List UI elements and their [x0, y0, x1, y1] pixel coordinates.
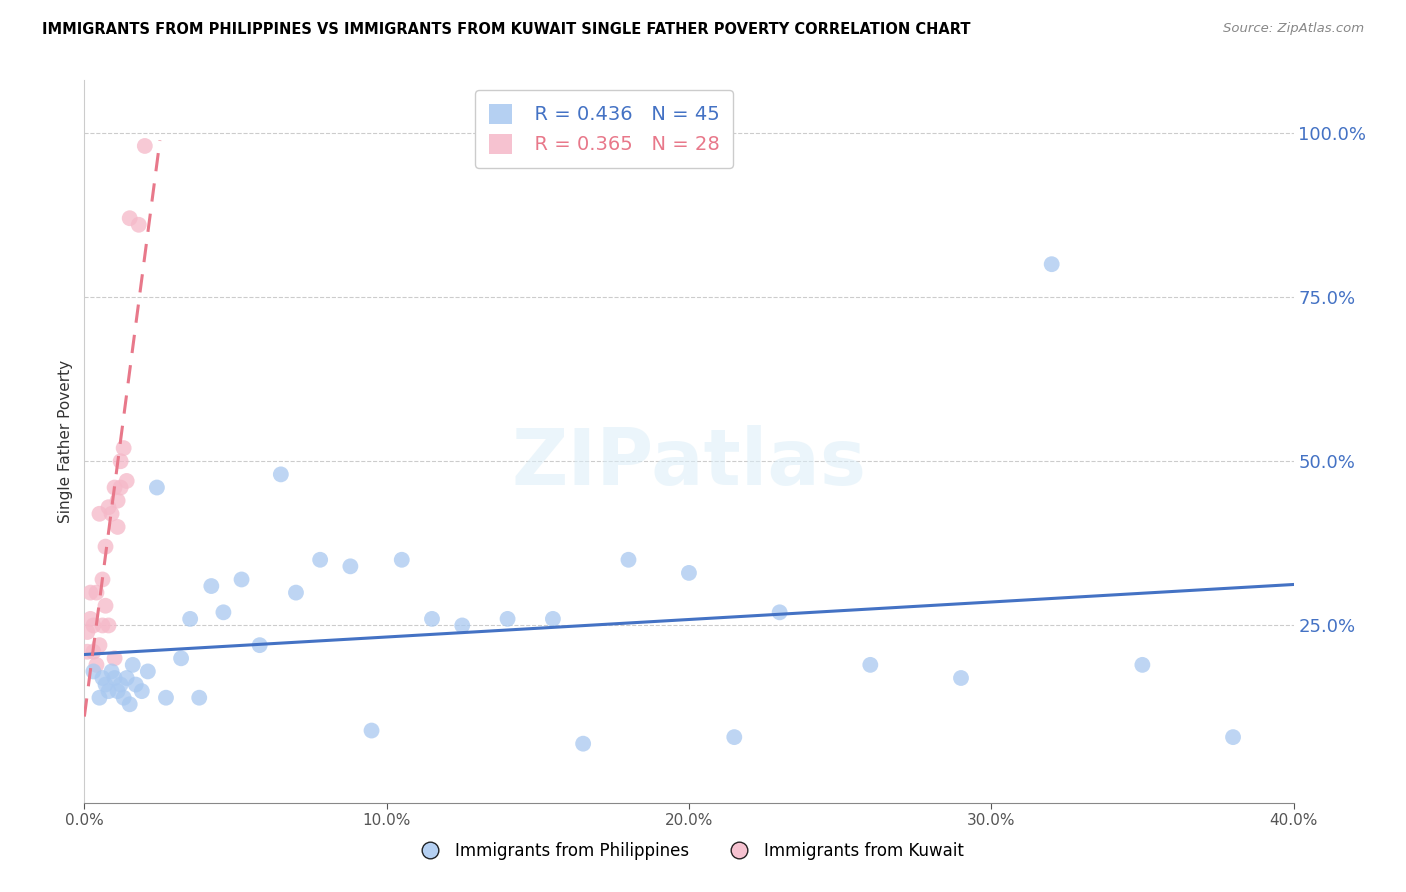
Point — [769, 605, 792, 619]
Point — [115, 474, 138, 488]
Point — [112, 441, 135, 455]
Point — [723, 730, 745, 744]
Point — [231, 573, 253, 587]
Text: ZIPatlas: ZIPatlas — [512, 425, 866, 501]
Text: IMMIGRANTS FROM PHILIPPINES VS IMMIGRANTS FROM KUWAIT SINGLE FATHER POVERTY CORR: IMMIGRANTS FROM PHILIPPINES VS IMMIGRANT… — [42, 22, 970, 37]
Point — [104, 671, 127, 685]
Point — [110, 677, 132, 691]
Point — [118, 211, 141, 226]
Point — [617, 553, 640, 567]
Point — [572, 737, 595, 751]
Legend: Immigrants from Philippines, Immigrants from Kuwait: Immigrants from Philippines, Immigrants … — [406, 836, 972, 867]
Point — [91, 618, 114, 632]
Point — [270, 467, 292, 482]
Point — [678, 566, 700, 580]
Point — [97, 684, 120, 698]
Point — [97, 618, 120, 632]
Point — [76, 645, 98, 659]
Point — [82, 645, 104, 659]
Point — [188, 690, 211, 705]
Point — [89, 690, 111, 705]
Point — [170, 651, 193, 665]
Point — [134, 139, 156, 153]
Point — [100, 665, 122, 679]
Text: Source: ZipAtlas.com: Source: ZipAtlas.com — [1223, 22, 1364, 36]
Point — [950, 671, 973, 685]
Point — [89, 638, 111, 652]
Point — [112, 690, 135, 705]
Point — [104, 651, 127, 665]
Point — [97, 500, 120, 515]
Point — [79, 585, 101, 599]
Point — [104, 481, 127, 495]
Point — [94, 540, 117, 554]
Point — [155, 690, 177, 705]
Point — [82, 665, 104, 679]
Point — [285, 585, 308, 599]
Point — [496, 612, 519, 626]
Point — [76, 625, 98, 640]
Point — [107, 684, 129, 698]
Point — [91, 573, 114, 587]
Point — [859, 657, 882, 672]
Point — [86, 657, 108, 672]
Point — [91, 671, 114, 685]
Point — [89, 507, 111, 521]
Point — [541, 612, 564, 626]
Point — [131, 684, 153, 698]
Point — [107, 520, 129, 534]
Point — [125, 677, 148, 691]
Point — [121, 657, 143, 672]
Point — [94, 599, 117, 613]
Point — [391, 553, 413, 567]
Point — [107, 493, 129, 508]
Point — [1040, 257, 1063, 271]
Point — [451, 618, 474, 632]
Point — [360, 723, 382, 738]
Point — [309, 553, 332, 567]
Point — [179, 612, 201, 626]
Point — [339, 559, 361, 574]
Point — [94, 677, 117, 691]
Point — [86, 585, 108, 599]
Point — [200, 579, 222, 593]
Point — [420, 612, 443, 626]
Point — [82, 618, 104, 632]
Point — [100, 507, 122, 521]
Point — [146, 481, 169, 495]
Point — [212, 605, 235, 619]
Point — [249, 638, 271, 652]
Point — [110, 454, 132, 468]
Point — [79, 612, 101, 626]
Y-axis label: Single Father Poverty: Single Father Poverty — [58, 360, 73, 523]
Point — [118, 698, 141, 712]
Point — [1222, 730, 1244, 744]
Point — [128, 218, 150, 232]
Point — [115, 671, 138, 685]
Point — [110, 481, 132, 495]
Point — [136, 665, 159, 679]
Point — [1130, 657, 1153, 672]
